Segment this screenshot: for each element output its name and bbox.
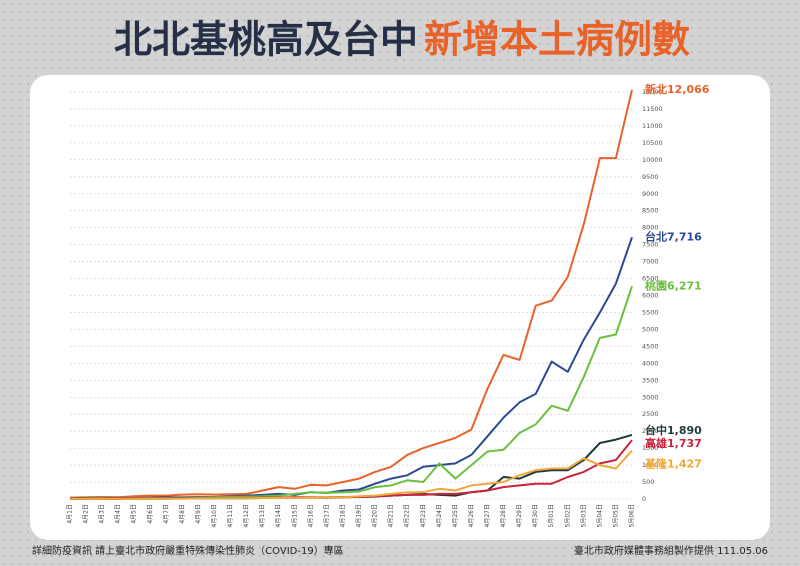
x-tick-label: 4月9日 <box>195 504 202 524</box>
end-label: 台中1,890 <box>645 423 702 437</box>
panel <box>30 75 770 540</box>
footer-right: 臺北市政府媒體事務組製作提供 111.05.06 <box>574 544 768 557</box>
x-tick-label: 4月16日 <box>307 504 314 527</box>
series-line <box>69 89 633 499</box>
y-tick-label: 4500 <box>642 342 659 350</box>
y-tick-label: 7000 <box>642 258 659 266</box>
series-line <box>70 449 633 500</box>
y-tick-label: 5500 <box>642 308 659 316</box>
x-tick-label: 5月05日 <box>612 504 619 527</box>
x-tick-label: 4月13日 <box>259 504 266 527</box>
x-tick-label: 4月4日 <box>115 504 122 524</box>
y-tick-label: 12000 <box>642 88 663 96</box>
x-tick-label: 4月29日 <box>516 504 523 527</box>
end-label: 基隆1,427 <box>644 457 702 471</box>
y-tick-label: 10500 <box>642 139 663 147</box>
x-tick-label: 4月12日 <box>243 504 250 527</box>
chart-title: 北北基桃高及台中 <box>114 18 418 62</box>
x-tick-label: 4月30日 <box>532 504 539 527</box>
y-tick-label: 10000 <box>642 156 663 164</box>
y-tick-label: 11500 <box>642 105 663 113</box>
x-tick-label: 4月1日 <box>67 504 74 524</box>
x-tick-label: 4月20日 <box>372 504 379 527</box>
x-tick-label: 4月10日 <box>211 504 218 527</box>
x-tick-label: 4月8日 <box>179 504 186 524</box>
x-tick-label: 4月15日 <box>291 504 298 527</box>
chart-title-highlight: 新增本土病例數 <box>424 18 690 62</box>
x-tick-label: 4月17日 <box>323 504 330 527</box>
y-tick-label: 1500 <box>642 444 659 452</box>
x-tick-label: 4月18日 <box>339 504 346 527</box>
x-tick-label: 4月19日 <box>356 504 363 527</box>
x-tick-label: 4月3日 <box>99 504 106 524</box>
y-tick-label: 6500 <box>642 275 659 283</box>
x-tick-label: 5月03日 <box>580 504 587 527</box>
x-tick-label: 4月11日 <box>227 504 234 527</box>
end-label: 高雄1,737 <box>645 436 702 450</box>
y-tick-label: 1000 <box>642 461 659 469</box>
end-label: 新北12,066 <box>645 82 710 96</box>
x-tick-label: 4月2日 <box>83 504 90 524</box>
x-tick-label: 4月21日 <box>388 504 395 527</box>
y-tick-label: 7500 <box>642 241 659 249</box>
x-tick-label: 4月23日 <box>420 504 427 527</box>
y-tick-label: 8000 <box>642 224 659 232</box>
x-tick-label: 4月6日 <box>147 504 154 524</box>
x-tick-label: 4月25日 <box>452 504 459 527</box>
x-tick-label: 5月01日 <box>548 504 555 527</box>
x-tick-label: 4月27日 <box>484 504 491 527</box>
x-tick-label: 4月7日 <box>163 504 170 524</box>
y-tick-label: 6000 <box>642 292 659 300</box>
x-tick-label: 5月04日 <box>596 504 603 527</box>
x-tick-label: 5月02日 <box>564 504 571 527</box>
y-tick-label: 9500 <box>642 173 659 181</box>
x-tick-label: 4月26日 <box>468 504 475 527</box>
x-tick-label: 4月24日 <box>436 504 443 527</box>
y-tick-label: 3500 <box>642 376 659 384</box>
end-label: 台北7,716 <box>645 229 702 243</box>
y-tick-label: 3000 <box>642 393 659 401</box>
x-tick-label: 4月28日 <box>500 504 507 527</box>
y-tick-label: 4000 <box>642 359 659 367</box>
x-tick-label: 4月5日 <box>131 504 138 524</box>
x-tick-label: 5月06日 <box>629 504 636 527</box>
y-tick-label: 8500 <box>642 207 659 215</box>
y-tick-label: 0 <box>642 495 646 503</box>
y-tick-label: 11000 <box>642 122 663 130</box>
x-tick-label: 4月22日 <box>404 504 411 527</box>
y-tick-label: 2000 <box>642 427 659 435</box>
footer-left: 詳細防疫資訊 請上臺北市政府嚴重特殊傳染性肺炎（COVID-19）專區 <box>32 544 344 557</box>
y-tick-label: 9000 <box>642 190 659 198</box>
x-tick-label: 4月14日 <box>275 504 282 527</box>
y-tick-label: 5000 <box>642 325 659 333</box>
y-tick-label: 500 <box>642 478 654 486</box>
y-tick-label: 2500 <box>642 410 659 418</box>
end-label: 桃園6,271 <box>645 278 702 292</box>
